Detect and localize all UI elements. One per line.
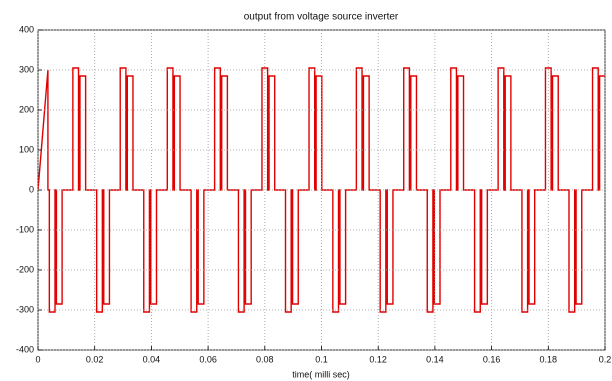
x-tick-label: 0.02: [86, 354, 104, 364]
y-tick-label: 100: [19, 144, 34, 154]
y-tick-label: -300: [16, 304, 34, 314]
x-tick-label: 0.1: [315, 354, 328, 364]
y-tick-label: 0: [29, 184, 34, 194]
y-tick-label: 300: [19, 64, 34, 74]
y-tick-label: 200: [19, 104, 34, 114]
x-tick-label: 0.16: [483, 354, 501, 364]
y-tick-label: -100: [16, 224, 34, 234]
x-axis-label: time( milli sec): [292, 369, 350, 379]
x-tick-label: 0.14: [426, 354, 444, 364]
series-line: [38, 67, 605, 313]
x-tick-label: 0: [35, 354, 40, 364]
x-tick-label: 0.12: [369, 354, 387, 364]
x-tick-label: 0.08: [256, 354, 274, 364]
x-tick-label: 0.18: [540, 354, 558, 364]
series-group: [38, 67, 605, 313]
y-tick-label: -400: [16, 344, 34, 354]
x-tick-label: 0.06: [199, 354, 217, 364]
y-tick-label: 400: [19, 24, 34, 34]
y-tick-label: -200: [16, 264, 34, 274]
x-tick-label: 0.2: [599, 354, 612, 364]
chart-title: output from voltage source inverter: [244, 12, 399, 23]
x-tick-label: 0.04: [143, 354, 161, 364]
